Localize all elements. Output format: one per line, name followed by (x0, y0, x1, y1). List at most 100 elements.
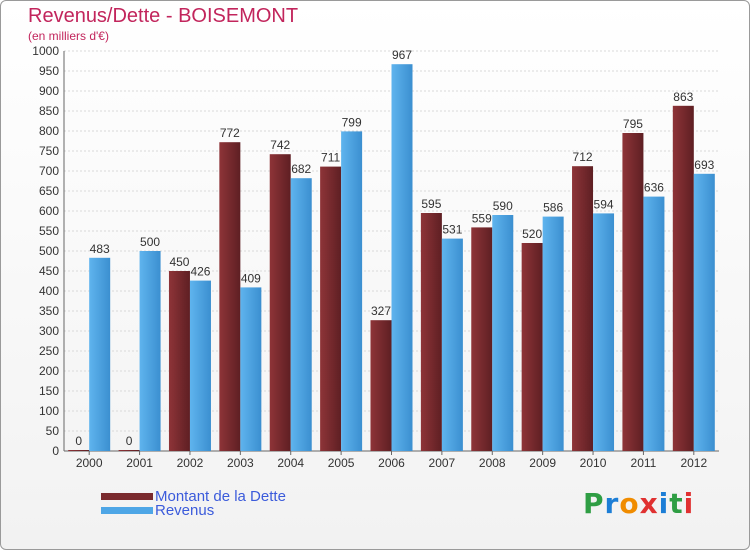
bar-debt (672, 105, 694, 452)
logo-letter: o (619, 487, 640, 520)
bar-revenue (139, 251, 161, 451)
legend-swatch-debt (101, 492, 153, 500)
x-tick-label: 2001 (126, 456, 153, 470)
chart-title: Revenus/Dette - BOISEMONT (28, 5, 299, 27)
logo-letter: i (683, 487, 695, 520)
data-label: 595 (421, 197, 441, 211)
legend-label-debt: Montant de la Dette (155, 487, 286, 505)
bar-debt (370, 320, 392, 451)
y-tick-label: 550 (39, 224, 59, 238)
y-tick-label: 650 (39, 184, 59, 198)
y-tick-label: 50 (46, 424, 60, 438)
x-tick-label: 2003 (227, 456, 254, 470)
x-tick-label: 2011 (631, 456, 657, 470)
bar-revenue (341, 131, 363, 451)
legend-item-debt: Montant de la Dette (101, 487, 286, 505)
x-tick-label: 2007 (429, 456, 456, 470)
data-label: 500 (140, 235, 160, 249)
x-tick-label: 2000 (76, 456, 103, 470)
data-label: 483 (90, 242, 110, 256)
bar-revenue (693, 173, 715, 452)
x-tick-label: 2004 (277, 456, 304, 470)
x-tick-label: 2009 (529, 456, 556, 470)
data-label: 450 (169, 255, 189, 269)
data-label: 863 (673, 90, 693, 104)
bar-revenue (542, 216, 564, 451)
data-label: 0 (75, 434, 82, 448)
legend-label-revenue: Revenus (155, 501, 215, 519)
data-label: 636 (644, 181, 664, 195)
y-tick-label: 700 (39, 164, 59, 178)
bar-revenue (391, 64, 413, 451)
bar-revenue (492, 215, 514, 451)
bar-debt (622, 133, 644, 451)
data-label: 594 (594, 197, 614, 211)
y-tick-label: 800 (39, 124, 59, 138)
bar-revenue (441, 238, 463, 451)
logo-letter: P (583, 487, 605, 520)
y-tick-label: 200 (39, 364, 59, 378)
data-label: 559 (472, 211, 492, 225)
bar-debt (572, 166, 594, 451)
bar-revenue (290, 178, 312, 451)
bar-debt (219, 142, 241, 451)
data-label: 711 (321, 151, 340, 165)
data-label: 327 (371, 304, 391, 318)
logo-letter: x (639, 487, 659, 520)
data-label: 967 (392, 48, 412, 62)
y-tick-label: 100 (39, 404, 59, 418)
bar-debt (320, 166, 342, 451)
bar-debt (269, 154, 291, 451)
chart-subtitle: (en milliers d'€) (28, 29, 109, 43)
y-tick-label: 300 (39, 324, 59, 338)
bar-debt (420, 213, 442, 451)
y-tick-label: 400 (39, 284, 59, 298)
bar-debt (168, 271, 190, 451)
bar-revenue (643, 196, 665, 451)
data-label: 531 (442, 223, 462, 237)
y-tick-label: 250 (39, 344, 59, 358)
bar-debt (68, 450, 90, 451)
bar-debt (118, 450, 140, 451)
x-tick-label: 2005 (328, 456, 355, 470)
data-label: 426 (190, 265, 210, 279)
y-tick-label: 1000 (32, 44, 59, 58)
x-tick-label: 2012 (680, 456, 707, 470)
x-tick-label: 2008 (479, 456, 506, 470)
data-label: 0 (126, 434, 133, 448)
data-label: 682 (291, 162, 311, 176)
legend-item-revenue: Revenus (101, 501, 215, 519)
logo-letter: t (669, 487, 684, 520)
data-label: 799 (342, 115, 362, 129)
data-label: 742 (270, 138, 290, 152)
data-label: 520 (522, 227, 542, 241)
data-label: 586 (543, 201, 563, 215)
x-tick-label: 2010 (580, 456, 607, 470)
y-tick-label: 500 (39, 244, 59, 258)
y-tick-label: 600 (39, 204, 59, 218)
x-tick-label: 2002 (177, 456, 204, 470)
bar-revenue (593, 213, 615, 451)
y-tick-label: 750 (39, 144, 59, 158)
data-label: 712 (573, 150, 593, 164)
bar-revenue (189, 280, 211, 451)
bar-revenue (89, 257, 111, 451)
data-label: 409 (241, 271, 261, 285)
logo-letter: r (604, 487, 620, 520)
data-label: 693 (694, 158, 714, 172)
y-tick-label: 150 (39, 384, 59, 398)
bar-debt (471, 227, 493, 451)
bar-revenue (240, 287, 262, 451)
logo-letter: i (658, 487, 670, 520)
bar-debt (521, 243, 543, 451)
y-tick-label: 450 (39, 264, 59, 278)
y-tick-label: 0 (52, 444, 59, 458)
x-tick-label: 2006 (378, 456, 405, 470)
proxiti-logo: Proxiti (583, 487, 694, 520)
data-label: 772 (220, 126, 240, 140)
y-tick-label: 950 (39, 64, 59, 78)
legend-swatch-revenue (101, 506, 153, 514)
y-tick-label: 900 (39, 84, 59, 98)
